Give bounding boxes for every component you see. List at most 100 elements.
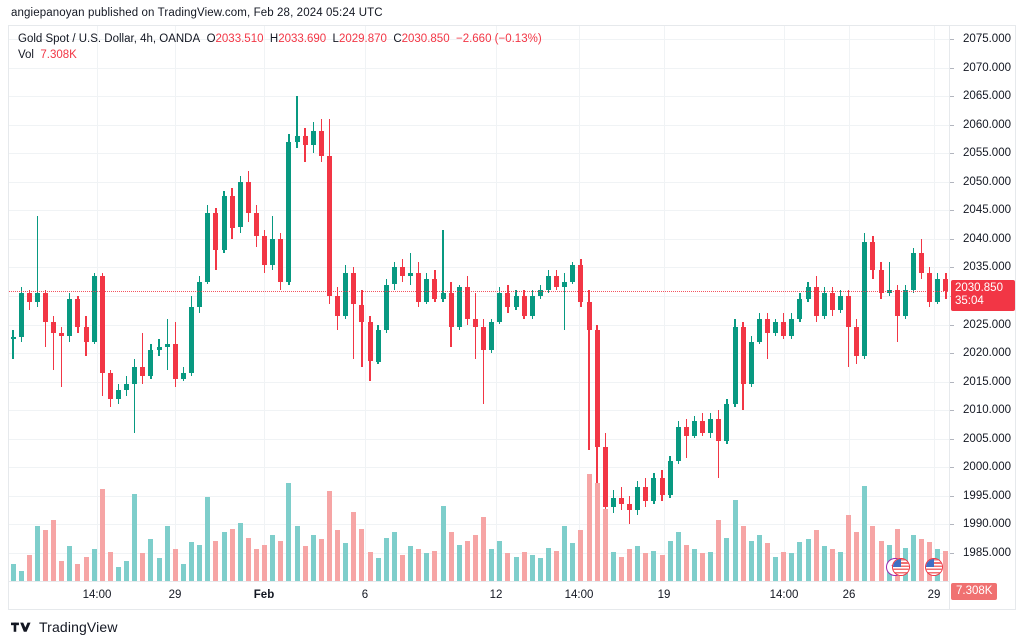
price-axis-tick-mark xyxy=(950,438,954,440)
volume-bar xyxy=(132,494,138,581)
candle-body xyxy=(537,290,543,296)
time-axis-tick-label: 19 xyxy=(657,589,671,601)
candle-wick xyxy=(142,333,144,385)
candle-body xyxy=(391,267,397,285)
price-axis-tick-mark xyxy=(950,67,954,69)
candle-body xyxy=(667,461,673,496)
volume-bar xyxy=(424,553,430,581)
candle-body xyxy=(51,321,57,333)
candle-wick xyxy=(52,315,55,371)
grid-line-vertical xyxy=(175,26,176,581)
volume-bar xyxy=(635,546,641,581)
last-price-badge[interactable]: 2030.850 35:04 xyxy=(951,280,1015,312)
candle-body xyxy=(724,404,730,442)
chart-container[interactable]: ✦ Gold Spot / U.S. Dollar, 4h, OANDA O20… xyxy=(8,25,1016,610)
price-axis-tick-mark xyxy=(950,324,954,326)
economic-event-us-2[interactable] xyxy=(925,558,943,576)
candle-body xyxy=(432,278,438,299)
candle-body xyxy=(805,287,811,299)
candle-body xyxy=(375,330,381,362)
candle-body xyxy=(229,196,235,228)
tradingview-logo-icon xyxy=(11,621,33,634)
candle-body xyxy=(659,478,665,496)
price-axis-tick-label: 2020.000 xyxy=(963,347,1011,359)
candle-body xyxy=(383,284,389,331)
candle-body xyxy=(286,142,292,282)
candle-body xyxy=(765,318,770,334)
time-axis[interactable]: 14:00 29 Feb 6 12 14:00 19 14:00 26 29 xyxy=(9,581,950,609)
volume-bar xyxy=(870,526,876,581)
volume-bar xyxy=(107,552,113,581)
candle-body xyxy=(262,236,267,265)
candle-body xyxy=(367,321,373,362)
candle-wick xyxy=(888,261,890,296)
candle-wick xyxy=(158,338,160,356)
volume-bar xyxy=(270,534,276,581)
legend-symbol[interactable]: Gold Spot / U.S. Dollar, 4h, OANDA xyxy=(18,33,201,45)
candle-body xyxy=(675,427,681,462)
price-axis-tick-label: 1990.000 xyxy=(963,518,1011,530)
volume-bar xyxy=(838,552,843,581)
candle-body xyxy=(570,264,576,282)
volume-bar xyxy=(481,517,486,581)
volume-bar xyxy=(797,541,803,581)
time-axis-tick-label: Feb xyxy=(253,589,275,601)
grid-line-horizontal xyxy=(9,96,950,98)
candle-body xyxy=(683,427,689,436)
candle-body xyxy=(140,367,146,376)
candle-wick xyxy=(564,273,566,331)
volume-bar xyxy=(537,557,543,581)
price-axis-tick-mark xyxy=(950,524,954,525)
grid-line-horizontal xyxy=(9,267,950,269)
price-axis-tick-label: 2010.000 xyxy=(963,404,1011,416)
volume-bar xyxy=(675,531,681,581)
us-flag-icon-canton xyxy=(926,559,935,567)
candle-body xyxy=(789,318,795,336)
price-axis-tick-label: 2040.000 xyxy=(963,232,1011,245)
grid-line-horizontal xyxy=(9,381,950,383)
legend-high-value: 2033.690 xyxy=(278,33,327,45)
price-axis-tick-mark xyxy=(950,410,954,411)
price-axis[interactable]: 2075.000 2070.000 2065.000 2060.000 2055.000… xyxy=(949,26,1015,609)
candle-body xyxy=(124,384,130,390)
volume-bar xyxy=(805,539,811,581)
candle-body xyxy=(424,278,430,302)
price-axis-tick-label: 2070.000 xyxy=(963,61,1011,74)
candle-body xyxy=(497,293,503,322)
candle-body xyxy=(18,292,24,337)
candle-body xyxy=(732,327,738,405)
candle-wick xyxy=(482,318,485,405)
last-price-line xyxy=(9,291,950,293)
volume-bar xyxy=(683,545,689,581)
volume-bar xyxy=(278,540,284,581)
volume-bar xyxy=(911,534,916,581)
candle-body xyxy=(554,276,559,288)
economic-event-us-1[interactable] xyxy=(892,558,910,576)
grid-line-horizontal xyxy=(9,39,950,41)
candle-body xyxy=(692,421,697,436)
volume-bar xyxy=(408,546,413,581)
candle-body xyxy=(359,304,365,322)
attribution-text: angiepanoyan published on TradingView.co… xyxy=(11,7,383,19)
volume-bar xyxy=(829,549,835,581)
time-axis-tick-label: 29 xyxy=(927,589,941,601)
volume-bar xyxy=(189,541,194,581)
candle-body xyxy=(34,293,40,302)
volume-bar xyxy=(740,526,746,581)
price-axis-tick-label: 2000.000 xyxy=(963,461,1011,473)
price-axis-tick-mark xyxy=(950,96,954,98)
volume-bar xyxy=(432,550,438,581)
volume-bar xyxy=(440,505,446,581)
candle-body xyxy=(748,341,754,385)
volume-bar xyxy=(692,549,697,581)
volume-bar xyxy=(237,523,243,581)
candle-body xyxy=(756,318,762,342)
candle-body xyxy=(399,267,405,276)
candle-body xyxy=(351,273,357,305)
grid-line-vertical xyxy=(934,26,935,581)
price-axis-tick-mark xyxy=(950,495,954,497)
time-axis-tick-label: 6 xyxy=(361,589,369,601)
volume-bar xyxy=(789,553,795,581)
chart-plot-area[interactable]: ✦ xyxy=(9,26,950,609)
volume-bar xyxy=(391,531,397,581)
